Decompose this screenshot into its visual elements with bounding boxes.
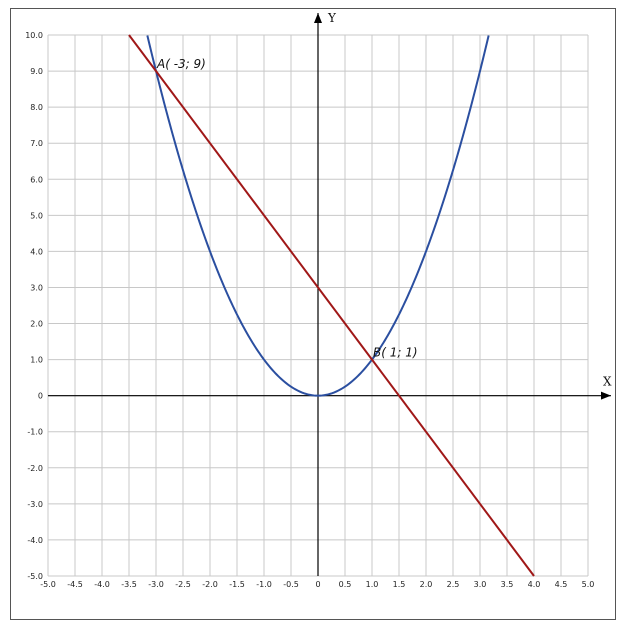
y-tick-label: 0	[38, 392, 43, 401]
y-axis-arrow	[314, 13, 322, 23]
x-tick-label: 1.0	[366, 580, 379, 589]
x-tick-label: -3.0	[148, 580, 164, 589]
chart-frame: -5.0 -4.5 -4.0 -3.5 -3.0 -2.5 -2.0 -1.5 -1.0 -0.5…	[10, 8, 616, 620]
x-tick-label: -0.5	[283, 580, 299, 589]
x-tick-label: 0.5	[339, 580, 352, 589]
y-tick-label: 5.0	[30, 211, 43, 220]
x-tick-label: 0	[315, 580, 320, 589]
y-tick-label: 10.0	[25, 31, 43, 40]
point-label: B( 1; 1)	[373, 346, 418, 360]
y-tick-label: 3.0	[30, 283, 43, 292]
y-tick-label: 7.0	[30, 139, 43, 148]
x-tick-label: 2.5	[447, 580, 460, 589]
x-tick-label: 1.5	[393, 580, 406, 589]
x-tick-label: 4.0	[528, 580, 541, 589]
x-tick-label: 3.0	[474, 580, 487, 589]
x-axis-label: X	[603, 375, 612, 389]
y-tick-label: -4.0	[27, 536, 43, 545]
x-tick-label: 4.5	[555, 580, 568, 589]
y-tick-label: -2.0	[27, 464, 43, 473]
x-tick-label: -4.5	[67, 580, 83, 589]
x-tick-label: -2.0	[202, 580, 218, 589]
x-tick-label: -5.0	[40, 580, 56, 589]
x-tick-label: -4.0	[94, 580, 110, 589]
y-tick-label: 6.0	[30, 175, 43, 184]
x-tick-label: -1.5	[229, 580, 245, 589]
y-tick-label: -3.0	[27, 500, 43, 509]
y-tick-label: 8.0	[30, 103, 43, 112]
x-tick-label: -1.0	[256, 580, 272, 589]
x-tick-label: 5.0	[582, 580, 595, 589]
axes	[48, 13, 611, 576]
y-tick-label: 1.0	[30, 356, 43, 365]
point-label: A( -3; 9)	[156, 57, 206, 71]
x-tick-label: 3.5	[501, 580, 514, 589]
y-tick-label: -5.0	[27, 572, 43, 581]
y-tick-label: 9.0	[30, 67, 43, 76]
x-tick-label: 2.0	[420, 580, 433, 589]
straight-line	[128, 34, 535, 577]
y-tick-label: 4.0	[30, 247, 43, 256]
series	[128, 34, 535, 577]
parabola-curve	[146, 35, 490, 397]
x-axis-arrow	[601, 391, 611, 400]
annotations: A( -3; 9) B( 1; 1)	[156, 57, 418, 360]
x-tick-label: -2.5	[175, 580, 191, 589]
tick-labels: -5.0 -4.5 -4.0 -3.5 -3.0 -2.5 -2.0 -1.5 -1.0 -0.5…	[25, 31, 594, 589]
x-tick-label: -3.5	[121, 580, 137, 589]
chart-canvas: -5.0 -4.5 -4.0 -3.5 -3.0 -2.5 -2.0 -1.5 -1.0 -0.5…	[25, 11, 612, 589]
y-tick-label: -1.0	[27, 428, 43, 437]
y-tick-label: 2.0	[30, 320, 43, 329]
y-axis-label: Y	[327, 11, 337, 25]
